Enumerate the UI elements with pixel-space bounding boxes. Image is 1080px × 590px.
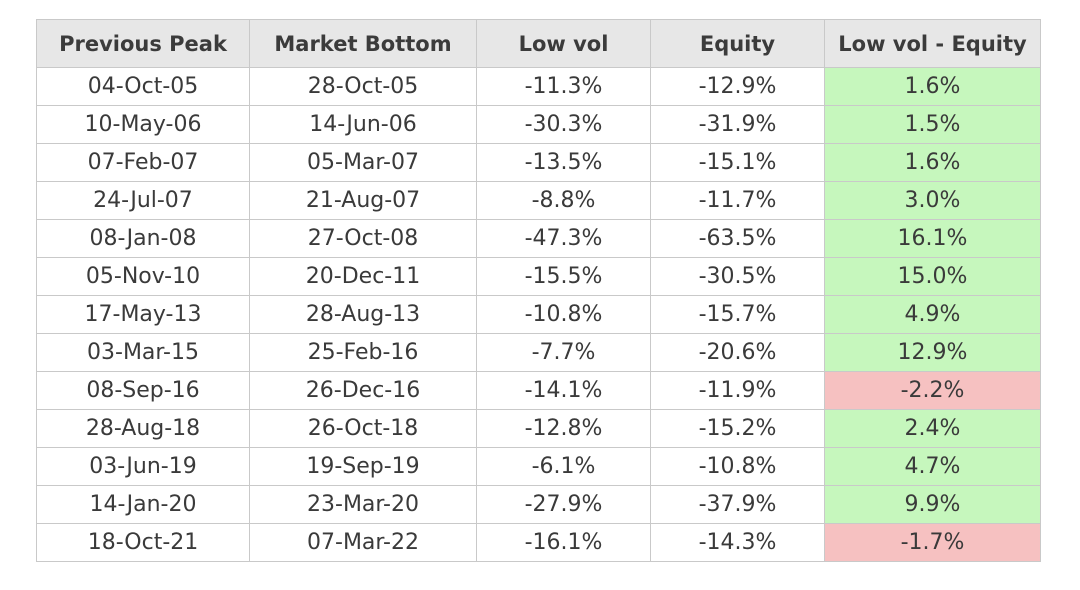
cell-previous-peak: 08-Sep-16 bbox=[36, 371, 250, 410]
cell-previous-peak: 17-May-13 bbox=[36, 295, 250, 334]
cell-low-vol-minus-equity: 3.0% bbox=[824, 181, 1041, 220]
drawdown-table: Previous Peak Market Bottom Low vol Equi… bbox=[36, 19, 1041, 562]
cell-market-bottom: 21-Aug-07 bbox=[249, 181, 477, 220]
cell-low-vol: -47.3% bbox=[476, 219, 651, 258]
header-previous-peak: Previous Peak bbox=[36, 19, 250, 68]
cell-equity: -20.6% bbox=[650, 333, 825, 372]
cell-low-vol-minus-equity: 4.7% bbox=[824, 447, 1041, 486]
table-row: 03-Jun-19 19-Sep-19 -6.1% -10.8% 4.7% bbox=[36, 447, 1041, 486]
cell-market-bottom: 26-Oct-18 bbox=[249, 409, 477, 448]
cell-low-vol-minus-equity: 12.9% bbox=[824, 333, 1041, 372]
cell-low-vol: -6.1% bbox=[476, 447, 651, 486]
cell-market-bottom: 19-Sep-19 bbox=[249, 447, 477, 486]
cell-equity: -63.5% bbox=[650, 219, 825, 258]
cell-market-bottom: 25-Feb-16 bbox=[249, 333, 477, 372]
cell-low-vol: -30.3% bbox=[476, 105, 651, 144]
cell-previous-peak: 14-Jan-20 bbox=[36, 485, 250, 524]
table-row: 17-May-13 28-Aug-13 -10.8% -15.7% 4.9% bbox=[36, 295, 1041, 334]
cell-low-vol-minus-equity: 4.9% bbox=[824, 295, 1041, 334]
cell-low-vol-minus-equity: -1.7% bbox=[824, 523, 1041, 562]
cell-market-bottom: 23-Mar-20 bbox=[249, 485, 477, 524]
cell-market-bottom: 07-Mar-22 bbox=[249, 523, 477, 562]
cell-previous-peak: 08-Jan-08 bbox=[36, 219, 250, 258]
cell-low-vol-minus-equity: 9.9% bbox=[824, 485, 1041, 524]
cell-low-vol: -14.1% bbox=[476, 371, 651, 410]
cell-market-bottom: 28-Oct-05 bbox=[249, 67, 477, 106]
cell-low-vol: -8.8% bbox=[476, 181, 651, 220]
cell-low-vol-minus-equity: 2.4% bbox=[824, 409, 1041, 448]
table-row: 08-Sep-16 26-Dec-16 -14.1% -11.9% -2.2% bbox=[36, 371, 1041, 410]
cell-low-vol: -27.9% bbox=[476, 485, 651, 524]
cell-market-bottom: 20-Dec-11 bbox=[249, 257, 477, 296]
table-body: 04-Oct-05 28-Oct-05 -11.3% -12.9% 1.6% 10-May… bbox=[36, 67, 1041, 562]
cell-previous-peak: 24-Jul-07 bbox=[36, 181, 250, 220]
cell-low-vol-minus-equity: 1.6% bbox=[824, 67, 1041, 106]
cell-equity: -15.7% bbox=[650, 295, 825, 334]
cell-low-vol-minus-equity: -2.2% bbox=[824, 371, 1041, 410]
cell-low-vol: -10.8% bbox=[476, 295, 651, 334]
cell-equity: -15.2% bbox=[650, 409, 825, 448]
drawdown-table-container: Previous Peak Market Bottom Low vol Equi… bbox=[36, 19, 1041, 562]
table-row: 24-Jul-07 21-Aug-07 -8.8% -11.7% 3.0% bbox=[36, 181, 1041, 220]
cell-low-vol: -7.7% bbox=[476, 333, 651, 372]
header-low-vol: Low vol bbox=[476, 19, 651, 68]
cell-low-vol: -11.3% bbox=[476, 67, 651, 106]
cell-market-bottom: 28-Aug-13 bbox=[249, 295, 477, 334]
cell-previous-peak: 04-Oct-05 bbox=[36, 67, 250, 106]
cell-previous-peak: 03-Mar-15 bbox=[36, 333, 250, 372]
cell-equity: -15.1% bbox=[650, 143, 825, 182]
table-row: 14-Jan-20 23-Mar-20 -27.9% -37.9% 9.9% bbox=[36, 485, 1041, 524]
cell-previous-peak: 05-Nov-10 bbox=[36, 257, 250, 296]
cell-previous-peak: 10-May-06 bbox=[36, 105, 250, 144]
table-row: 28-Aug-18 26-Oct-18 -12.8% -15.2% 2.4% bbox=[36, 409, 1041, 448]
cell-low-vol-minus-equity: 16.1% bbox=[824, 219, 1041, 258]
table-header-row: Previous Peak Market Bottom Low vol Equi… bbox=[36, 19, 1041, 68]
cell-equity: -12.9% bbox=[650, 67, 825, 106]
table-row: 05-Nov-10 20-Dec-11 -15.5% -30.5% 15.0% bbox=[36, 257, 1041, 296]
cell-equity: -14.3% bbox=[650, 523, 825, 562]
header-equity: Equity bbox=[650, 19, 825, 68]
cell-market-bottom: 14-Jun-06 bbox=[249, 105, 477, 144]
cell-low-vol-minus-equity: 15.0% bbox=[824, 257, 1041, 296]
cell-equity: -11.9% bbox=[650, 371, 825, 410]
cell-low-vol: -12.8% bbox=[476, 409, 651, 448]
header-low-vol-minus-equity: Low vol - Equity bbox=[824, 19, 1041, 68]
header-market-bottom: Market Bottom bbox=[249, 19, 477, 68]
cell-market-bottom: 27-Oct-08 bbox=[249, 219, 477, 258]
cell-market-bottom: 26-Dec-16 bbox=[249, 371, 477, 410]
cell-previous-peak: 07-Feb-07 bbox=[36, 143, 250, 182]
cell-previous-peak: 18-Oct-21 bbox=[36, 523, 250, 562]
table-row: 08-Jan-08 27-Oct-08 -47.3% -63.5% 16.1% bbox=[36, 219, 1041, 258]
table-row: 04-Oct-05 28-Oct-05 -11.3% -12.9% 1.6% bbox=[36, 67, 1041, 106]
cell-equity: -11.7% bbox=[650, 181, 825, 220]
cell-equity: -10.8% bbox=[650, 447, 825, 486]
cell-low-vol-minus-equity: 1.5% bbox=[824, 105, 1041, 144]
table-row: 07-Feb-07 05-Mar-07 -13.5% -15.1% 1.6% bbox=[36, 143, 1041, 182]
cell-low-vol: -16.1% bbox=[476, 523, 651, 562]
cell-low-vol: -15.5% bbox=[476, 257, 651, 296]
cell-low-vol-minus-equity: 1.6% bbox=[824, 143, 1041, 182]
cell-equity: -31.9% bbox=[650, 105, 825, 144]
cell-previous-peak: 03-Jun-19 bbox=[36, 447, 250, 486]
cell-equity: -37.9% bbox=[650, 485, 825, 524]
table-row: 03-Mar-15 25-Feb-16 -7.7% -20.6% 12.9% bbox=[36, 333, 1041, 372]
cell-market-bottom: 05-Mar-07 bbox=[249, 143, 477, 182]
cell-equity: -30.5% bbox=[650, 257, 825, 296]
table-row: 18-Oct-21 07-Mar-22 -16.1% -14.3% -1.7% bbox=[36, 523, 1041, 562]
cell-low-vol: -13.5% bbox=[476, 143, 651, 182]
table-row: 10-May-06 14-Jun-06 -30.3% -31.9% 1.5% bbox=[36, 105, 1041, 144]
cell-previous-peak: 28-Aug-18 bbox=[36, 409, 250, 448]
